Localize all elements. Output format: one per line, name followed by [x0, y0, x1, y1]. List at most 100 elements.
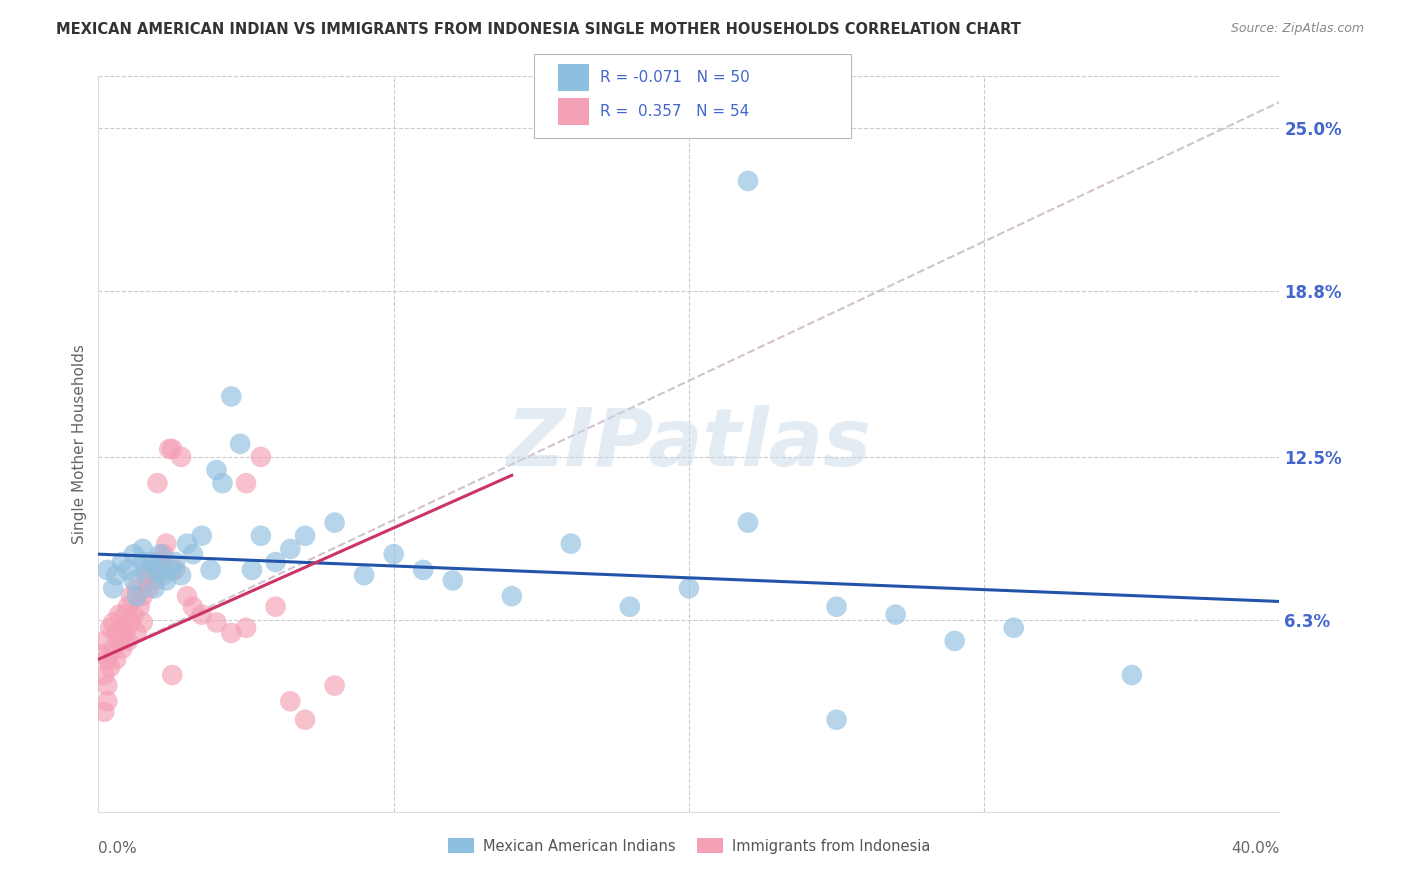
Point — [157, 442, 180, 456]
Text: R =  0.357   N = 54: R = 0.357 N = 54 — [600, 104, 749, 119]
Point — [155, 574, 177, 588]
Point — [120, 615, 142, 630]
Point — [98, 660, 121, 674]
Point — [235, 621, 257, 635]
Point — [181, 599, 204, 614]
Point — [96, 694, 118, 708]
Point — [323, 516, 346, 530]
Point — [105, 652, 128, 666]
Point — [235, 476, 257, 491]
Point — [162, 668, 183, 682]
Point — [280, 541, 302, 556]
Point — [170, 450, 193, 464]
Y-axis label: Single Mother Households: Single Mother Households — [72, 343, 87, 544]
Point — [162, 563, 183, 577]
Point — [264, 599, 287, 614]
Point — [382, 547, 405, 561]
Point — [103, 641, 125, 656]
Point — [128, 599, 150, 614]
Point — [152, 568, 174, 582]
Point — [103, 615, 125, 630]
Point — [619, 599, 641, 614]
Point — [111, 621, 134, 635]
Text: 40.0%: 40.0% — [1232, 841, 1279, 856]
Point — [135, 563, 157, 577]
Point — [114, 607, 136, 622]
Point — [1121, 668, 1143, 682]
Point — [117, 599, 139, 614]
Point — [737, 516, 759, 530]
Point — [165, 563, 187, 577]
Point — [105, 626, 128, 640]
Point — [294, 713, 316, 727]
Point — [122, 547, 145, 561]
Point — [132, 541, 155, 556]
Text: ZIPatlas: ZIPatlas — [506, 405, 872, 483]
Point — [250, 529, 273, 543]
Point — [103, 582, 125, 596]
Point — [250, 450, 273, 464]
Point — [176, 536, 198, 550]
Point — [678, 582, 700, 596]
Point — [98, 621, 121, 635]
Point — [943, 633, 966, 648]
Point — [221, 389, 243, 403]
Point — [441, 574, 464, 588]
Point — [825, 713, 848, 727]
Point — [96, 652, 118, 666]
Point — [122, 607, 145, 622]
Point — [111, 641, 134, 656]
Point — [96, 563, 118, 577]
Point — [108, 633, 131, 648]
Point — [93, 668, 115, 682]
Point — [884, 607, 907, 622]
Point — [181, 547, 204, 561]
Point — [138, 582, 160, 596]
Point — [132, 555, 155, 569]
Point — [149, 547, 172, 561]
Point — [125, 589, 148, 603]
Point — [229, 437, 252, 451]
Point — [114, 626, 136, 640]
Point — [120, 589, 142, 603]
Point — [117, 563, 139, 577]
Point — [264, 555, 287, 569]
Point — [221, 626, 243, 640]
Point — [149, 555, 172, 569]
Legend: Mexican American Indians, Immigrants from Indonesia: Mexican American Indians, Immigrants fro… — [441, 832, 936, 860]
Point — [111, 555, 134, 569]
Point — [155, 536, 177, 550]
Point — [141, 563, 163, 577]
Point — [211, 476, 233, 491]
Text: 0.0%: 0.0% — [98, 841, 138, 856]
Point — [132, 589, 155, 603]
Point — [825, 599, 848, 614]
Point — [165, 555, 187, 569]
Point — [737, 174, 759, 188]
Point — [96, 679, 118, 693]
Point — [141, 555, 163, 569]
Point — [108, 607, 131, 622]
Point — [1002, 621, 1025, 635]
Point — [280, 694, 302, 708]
Text: R = -0.071   N = 50: R = -0.071 N = 50 — [600, 70, 751, 85]
Point — [105, 568, 128, 582]
Point — [125, 582, 148, 596]
Point — [412, 563, 434, 577]
Point — [93, 633, 115, 648]
Point — [146, 476, 169, 491]
Point — [294, 529, 316, 543]
Point — [143, 582, 166, 596]
Point — [176, 589, 198, 603]
Text: MEXICAN AMERICAN INDIAN VS IMMIGRANTS FROM INDONESIA SINGLE MOTHER HOUSEHOLDS CO: MEXICAN AMERICAN INDIAN VS IMMIGRANTS FR… — [56, 22, 1021, 37]
Point — [191, 607, 214, 622]
Point — [146, 563, 169, 577]
Point — [162, 442, 183, 456]
Point — [205, 615, 228, 630]
Text: Source: ZipAtlas.com: Source: ZipAtlas.com — [1230, 22, 1364, 36]
Point — [323, 679, 346, 693]
Point — [122, 574, 145, 588]
Point — [143, 574, 166, 588]
Point — [132, 615, 155, 630]
Point — [90, 647, 112, 661]
